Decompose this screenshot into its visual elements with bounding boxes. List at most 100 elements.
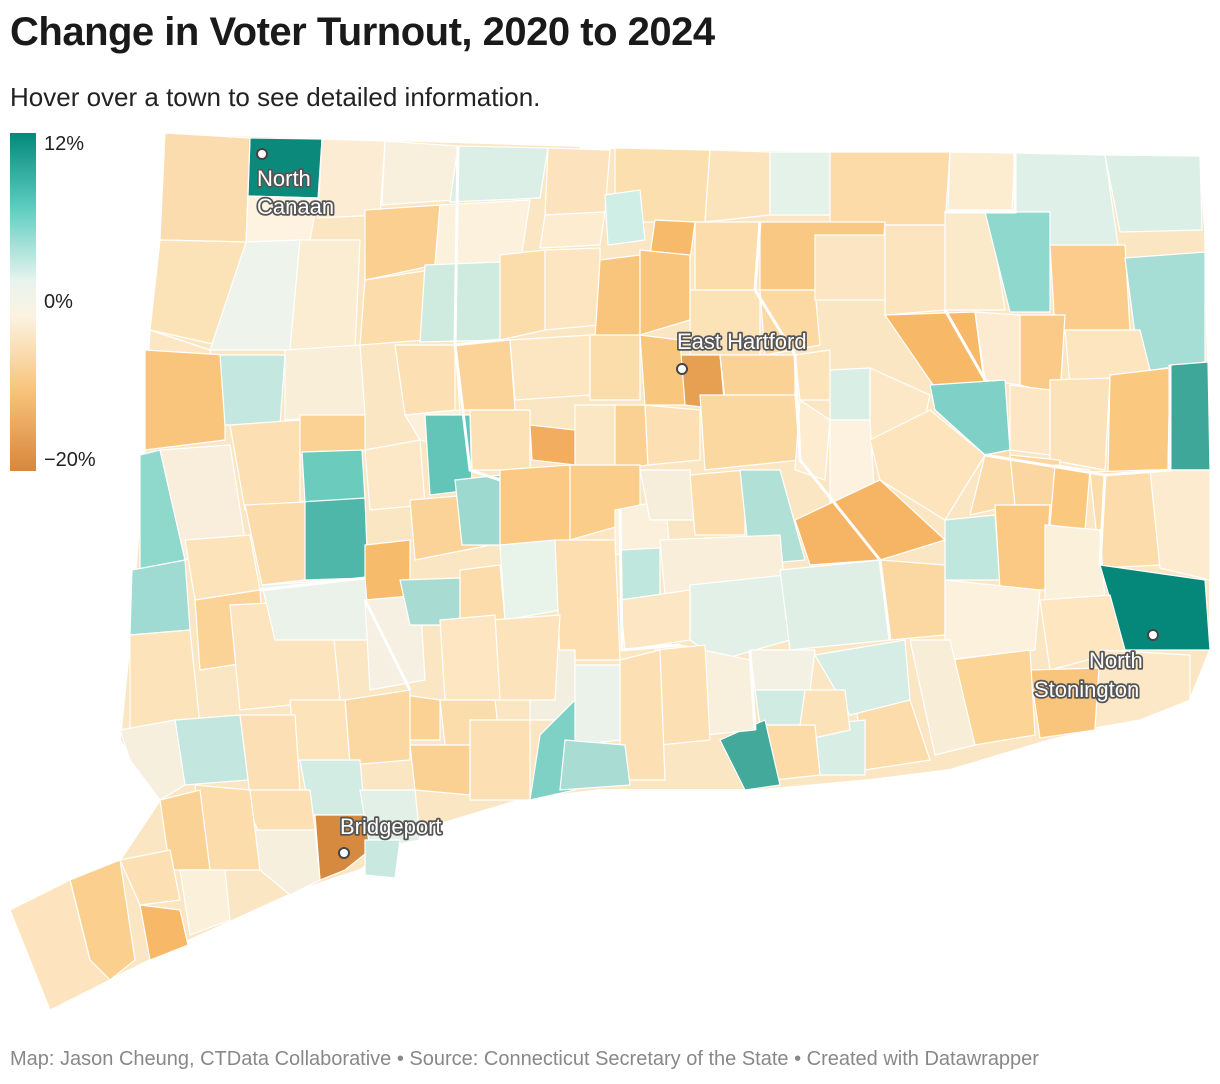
town[interactable] <box>1049 377 1111 471</box>
town[interactable] <box>394 344 456 416</box>
town[interactable] <box>1107 367 1171 473</box>
town[interactable] <box>289 239 361 351</box>
town[interactable] <box>284 344 366 421</box>
town[interactable] <box>619 547 661 601</box>
north-canaan-dot <box>256 148 268 160</box>
town[interactable] <box>1049 464 1091 531</box>
town[interactable] <box>614 404 649 471</box>
county-border <box>259 145 1172 731</box>
town[interactable] <box>814 234 886 301</box>
town[interactable] <box>239 714 301 796</box>
bridgeport-label: Bridgeport <box>340 814 442 839</box>
town[interactable] <box>129 559 191 636</box>
town[interactable] <box>129 629 201 731</box>
town[interactable] <box>829 151 951 226</box>
town[interactable] <box>184 534 261 601</box>
town[interactable] <box>454 339 516 411</box>
town[interactable] <box>1104 154 1203 233</box>
town[interactable] <box>719 354 796 401</box>
town[interactable] <box>1094 649 1191 729</box>
town[interactable] <box>1029 667 1101 739</box>
town[interactable] <box>1149 469 1211 581</box>
town[interactable] <box>689 469 746 536</box>
chart-title: Change in Voter Turnout, 2020 to 2024 <box>10 10 715 54</box>
town[interactable] <box>144 349 226 451</box>
town[interactable] <box>794 349 831 401</box>
town[interactable] <box>219 354 286 426</box>
town[interactable] <box>301 449 366 503</box>
town[interactable] <box>544 247 601 331</box>
town[interactable] <box>639 334 686 406</box>
town[interactable] <box>699 394 801 471</box>
town[interactable] <box>694 221 761 291</box>
town[interactable] <box>1009 384 1051 456</box>
town[interactable] <box>364 839 401 879</box>
town[interactable] <box>574 404 616 471</box>
town[interactable] <box>554 539 621 661</box>
town[interactable] <box>994 504 1051 591</box>
town[interactable] <box>749 649 816 691</box>
town[interactable] <box>9 879 112 1011</box>
town[interactable] <box>604 189 646 246</box>
north-canaan-label-line2: Canaan <box>257 194 334 219</box>
town[interactable] <box>244 501 306 586</box>
town[interactable] <box>139 904 189 961</box>
north-stonington-label-line2: Stonington <box>1034 677 1139 702</box>
town[interactable] <box>289 699 351 766</box>
town[interactable] <box>299 414 366 456</box>
town[interactable] <box>619 589 691 651</box>
town[interactable] <box>344 689 411 766</box>
town[interactable] <box>179 869 231 936</box>
north-canaan-label-line1: North <box>257 166 311 191</box>
town[interactable] <box>644 404 701 466</box>
town[interactable] <box>399 577 461 626</box>
town[interactable] <box>299 497 369 581</box>
town[interactable] <box>469 719 531 801</box>
town[interactable] <box>594 254 641 339</box>
town[interactable] <box>539 211 606 249</box>
town[interactable] <box>559 739 631 791</box>
town[interactable] <box>419 261 501 343</box>
town[interactable] <box>884 224 946 316</box>
town[interactable] <box>794 479 947 566</box>
town[interactable] <box>359 269 431 346</box>
town[interactable] <box>639 249 691 336</box>
town[interactable] <box>704 149 771 223</box>
town[interactable] <box>984 211 1051 313</box>
town[interactable] <box>909 639 976 756</box>
town[interactable] <box>779 559 891 651</box>
town[interactable] <box>409 744 471 796</box>
town[interactable] <box>469 409 531 471</box>
town[interactable] <box>119 719 186 801</box>
town[interactable] <box>639 469 696 521</box>
town[interactable] <box>159 132 251 243</box>
town[interactable] <box>499 249 546 341</box>
town[interactable] <box>119 849 181 906</box>
town[interactable] <box>589 334 641 401</box>
town[interactable] <box>759 289 821 356</box>
connecticut-town-map: North Canaan East Hartford Bridgeport No… <box>8 131 1211 1012</box>
town[interactable] <box>544 147 611 216</box>
label-north-canaan: North Canaan <box>255 148 336 221</box>
town[interactable] <box>1044 524 1106 601</box>
town[interactable] <box>1167 361 1211 471</box>
town[interactable] <box>574 664 621 746</box>
town[interactable] <box>944 579 1041 661</box>
town[interactable] <box>381 140 459 206</box>
town[interactable] <box>769 151 831 216</box>
town[interactable] <box>829 367 871 421</box>
town[interactable] <box>754 689 806 726</box>
town[interactable] <box>449 145 549 203</box>
town[interactable] <box>794 398 831 481</box>
town[interactable] <box>499 464 571 546</box>
town[interactable] <box>509 334 591 401</box>
town[interactable] <box>869 409 986 521</box>
town[interactable] <box>944 514 1001 581</box>
town[interactable] <box>529 424 576 466</box>
town[interactable] <box>439 614 501 701</box>
town[interactable] <box>489 614 561 701</box>
town[interactable] <box>174 714 249 786</box>
town[interactable] <box>499 539 561 621</box>
town[interactable] <box>454 474 501 546</box>
town[interactable] <box>947 151 1016 211</box>
